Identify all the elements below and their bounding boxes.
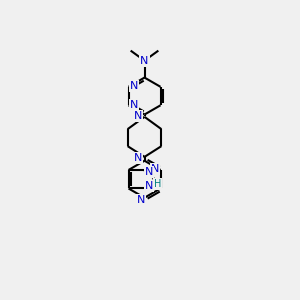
Text: N: N [134, 153, 142, 163]
Text: H: H [154, 179, 161, 189]
Text: N: N [130, 81, 138, 91]
Text: N: N [136, 195, 145, 205]
Text: N: N [134, 111, 142, 121]
Text: N: N [145, 167, 154, 177]
Text: N: N [130, 100, 138, 110]
Text: N: N [151, 164, 159, 174]
Text: N: N [140, 56, 149, 66]
Text: N: N [145, 181, 154, 191]
